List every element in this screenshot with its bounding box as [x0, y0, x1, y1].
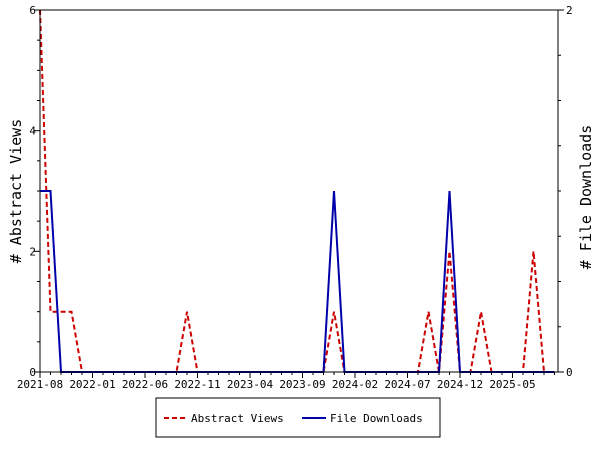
- x-tick-label: 2023-04: [227, 378, 274, 391]
- series-line-file-downloads: [40, 190, 555, 373]
- y-tick-label: 6: [29, 4, 36, 17]
- y-tick-label: 0: [29, 366, 36, 379]
- y-axis-title: # Abstract Views: [7, 119, 25, 264]
- y-tick-label: 4: [29, 125, 36, 138]
- x-tick-label: 2024-12: [437, 378, 483, 391]
- x-tick-label: 2022-06: [122, 378, 168, 391]
- x-tick-label: 2025-05: [489, 378, 535, 391]
- x-axis-ticks: 2021-08 2022-01 2022-06 2022-11 2023-04 2023-…: [17, 372, 555, 391]
- y2-tick-label: 0: [566, 366, 573, 379]
- x-tick-label: 2024-07: [384, 378, 430, 391]
- y-axis-ticks: 0 2 4 6: [29, 4, 40, 379]
- x-tick-label: 2023-09: [279, 378, 325, 391]
- y2-axis-title: # File Downloads: [577, 125, 595, 270]
- legend-box: [155, 397, 441, 438]
- y-tick-label: 2: [29, 245, 36, 258]
- y2-axis-ticks: 02: [558, 4, 573, 379]
- x-tick-label: 2022-01: [69, 378, 115, 391]
- plot-lines: [39, 9, 555, 373]
- y2-tick-label: 2: [566, 4, 573, 17]
- legend: Abstract Views File Downloads: [155, 397, 441, 438]
- series-line-abstract-views: [39, 9, 555, 373]
- legend-label-abstract-views: Abstract Views: [191, 412, 284, 425]
- x-tick-label: 2022-11: [174, 378, 220, 391]
- x-tick-label: 2021-08: [17, 378, 63, 391]
- x-tick-label: 2024-02: [332, 378, 378, 391]
- legend-label-file-downloads: File Downloads: [330, 412, 423, 425]
